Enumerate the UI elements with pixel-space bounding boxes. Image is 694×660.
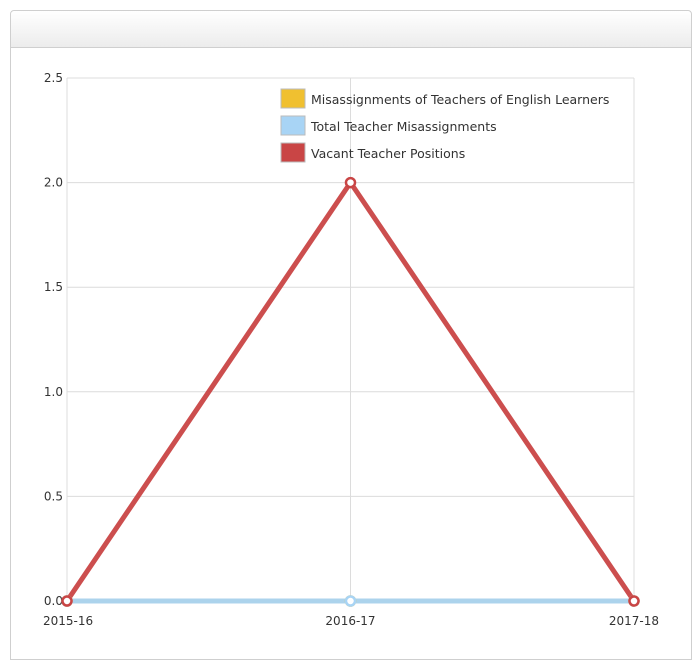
y-tick-label: 1.5 [44, 280, 63, 294]
series-point-2 [344, 176, 357, 189]
series-point-1 [344, 595, 357, 607]
legend-swatch-2 [280, 142, 306, 163]
y-tick-label: 1.0 [44, 385, 63, 399]
y-tick-label: 2.5 [44, 71, 63, 85]
legend: Misassignments of Teachers of English Le… [280, 88, 609, 163]
x-tick-label: 2015-16 [43, 614, 93, 628]
legend-swatch-0 [280, 88, 306, 109]
series-points [61, 176, 640, 607]
series-point-2 [61, 595, 73, 607]
x-tick-label: 2016-17 [325, 614, 375, 628]
y-tick-label: 0.0 [44, 594, 63, 608]
panel-header [11, 11, 691, 48]
x-tick-label: 2017-18 [609, 614, 659, 628]
legend-label-2: Vacant Teacher Positions [311, 146, 465, 161]
legend-label-1: Total Teacher Misassignments [310, 119, 497, 134]
y-tick-label: 2.0 [44, 176, 63, 190]
series-point-2 [628, 595, 640, 607]
legend-swatch-1 [280, 115, 306, 136]
y-tick-label: 0.5 [44, 489, 63, 503]
x-axis-ticks: 2015-16 2016-17 2017-18 [43, 614, 659, 628]
grid [66, 77, 635, 602]
legend-label-0: Misassignments of Teachers of English Le… [311, 92, 609, 107]
y-axis-ticks: 0.0 0.5 1.0 1.5 2.0 2.5 [44, 71, 63, 608]
